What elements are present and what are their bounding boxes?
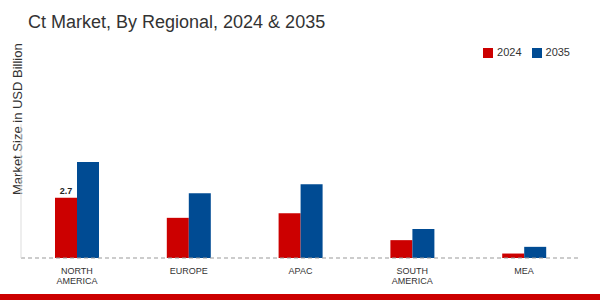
html-text:Ct Market, By Regional, 2024 &: Ct Market, By Regional, 2024 & 2035 [28,12,326,32]
svg-text:NORTHAMERICA: NORTHAMERICA [56,266,97,286]
html-text:2035: 2035 [545,46,570,58]
html-text:2024: 2024 [497,46,522,58]
svg-text:2.7: 2.7 [60,186,73,196]
svg-text:MEA: MEA [514,266,534,276]
svg-text:EUROPE: EUROPE [170,266,208,276]
html-text:Market Size in USD Billion: Market Size in USD Billion [10,43,25,195]
svg-text:SOUTHAMERICA: SOUTHAMERICA [392,266,433,286]
svg-text:APAC: APAC [289,266,313,276]
